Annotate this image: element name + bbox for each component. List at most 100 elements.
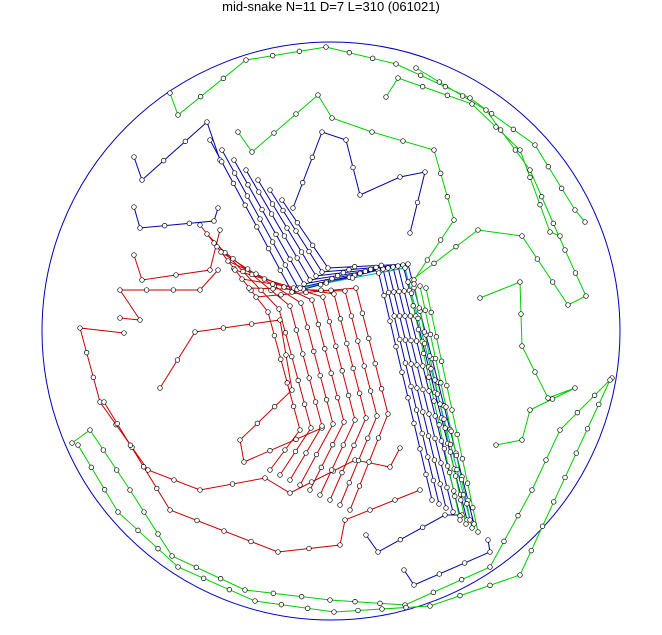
vertex	[460, 93, 466, 99]
vertex	[352, 264, 358, 270]
vertex	[444, 382, 450, 389]
vertex	[254, 420, 260, 426]
vertex	[204, 231, 210, 237]
vertex	[432, 355, 439, 362]
vertex	[426, 374, 432, 380]
vertex	[365, 435, 371, 441]
vertex	[369, 129, 375, 135]
vertex	[317, 372, 323, 379]
vertex	[299, 594, 305, 600]
vertex	[317, 492, 323, 498]
vertex	[167, 507, 173, 513]
path	[403, 539, 491, 586]
vertex	[431, 398, 437, 404]
vertex	[296, 48, 302, 54]
vertex	[326, 318, 333, 325]
vertex	[442, 84, 448, 90]
vertex	[241, 459, 247, 465]
vertex	[277, 317, 283, 323]
vertex	[304, 324, 311, 330]
vertex	[271, 332, 278, 339]
vertex	[359, 310, 366, 316]
vertex	[565, 302, 571, 308]
vertex	[352, 599, 358, 605]
vertex	[259, 206, 265, 213]
vertex	[436, 422, 442, 428]
vertex	[230, 180, 237, 187]
vertex	[309, 154, 315, 160]
vertex	[436, 501, 442, 507]
vertex	[355, 457, 362, 464]
vertex	[335, 273, 341, 279]
vertex	[408, 361, 414, 367]
vertex	[363, 415, 369, 421]
vertex	[330, 442, 336, 448]
vertex	[243, 167, 249, 173]
vertex	[467, 95, 473, 101]
vertex	[318, 287, 324, 293]
vertex	[427, 603, 433, 609]
vertex	[284, 380, 290, 386]
vertex	[607, 377, 613, 383]
vertex	[280, 207, 286, 214]
vertex	[362, 268, 368, 274]
vertex	[376, 270, 382, 276]
vertex	[265, 245, 272, 252]
vertex	[419, 430, 425, 437]
vertex	[182, 138, 188, 144]
vertex	[493, 442, 499, 448]
vertex	[391, 289, 397, 295]
vertex	[219, 147, 225, 153]
vertex	[244, 193, 250, 199]
vertex	[77, 325, 83, 331]
vertex	[309, 297, 315, 303]
vertex	[420, 84, 426, 90]
vertex	[289, 353, 295, 360]
vertex	[402, 313, 408, 319]
vertex	[204, 119, 210, 125]
vertex	[226, 587, 232, 593]
vertex	[550, 220, 556, 226]
vertex	[232, 267, 238, 273]
vertex	[293, 327, 300, 333]
vertex	[464, 501, 470, 507]
vertex	[431, 457, 438, 463]
vertex	[385, 411, 391, 417]
vertex	[346, 50, 352, 56]
vertex	[436, 571, 442, 577]
vertex	[311, 348, 317, 355]
vertex	[220, 75, 226, 81]
vertex	[258, 287, 264, 293]
vertex	[337, 502, 343, 508]
vertex	[162, 223, 168, 229]
vertex	[517, 279, 523, 285]
vertex	[368, 266, 374, 272]
vertex	[84, 350, 90, 356]
vertex	[197, 487, 203, 493]
vertex	[115, 509, 121, 515]
vertex	[519, 437, 525, 443]
vertex	[411, 582, 417, 588]
vertex	[290, 205, 296, 211]
vertex	[333, 343, 339, 349]
vertex	[272, 404, 278, 410]
vertex	[493, 124, 499, 130]
vertex	[361, 363, 367, 369]
vertex	[402, 337, 409, 343]
vertex	[320, 294, 326, 300]
vertex	[383, 94, 389, 100]
vertex	[432, 435, 438, 442]
vertex	[345, 392, 352, 399]
vertex	[248, 538, 254, 545]
vertex	[387, 318, 393, 324]
vertex	[379, 606, 385, 612]
vertex	[257, 216, 263, 222]
vertex	[430, 589, 436, 595]
vertex	[303, 450, 309, 456]
vertex	[428, 309, 434, 316]
vertex	[529, 487, 535, 493]
vertex	[287, 303, 293, 309]
vertex	[543, 457, 549, 463]
vertex	[169, 553, 175, 559]
vertex	[454, 431, 460, 438]
